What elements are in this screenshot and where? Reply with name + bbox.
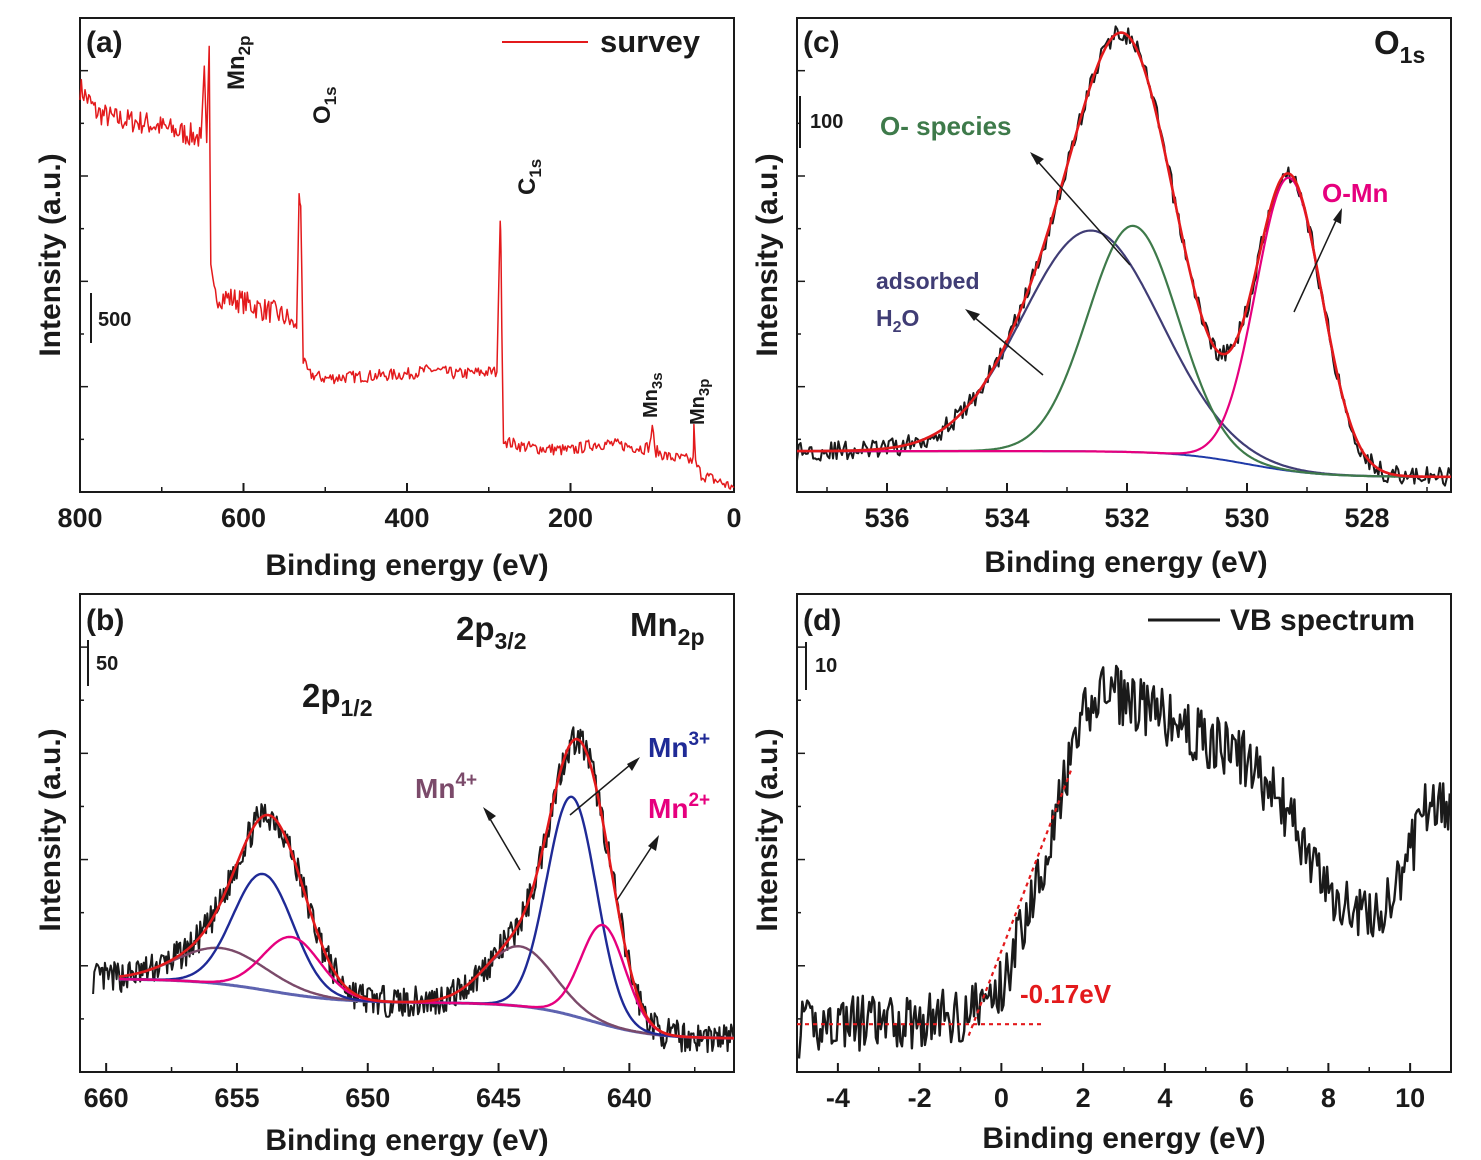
panel-b-mn4-arrowhead — [483, 807, 496, 821]
panel-c-background — [797, 450, 1451, 478]
panel-a-legend-label: survey — [600, 24, 701, 59]
panel-c-h2o-arrow — [967, 311, 1044, 376]
x-tick-label: 650 — [345, 1083, 390, 1113]
panel-b-mn3-label: Mn3+ — [648, 729, 710, 763]
panel-d-legend-label: VB spectrum — [1230, 604, 1415, 637]
panel-b-scale-label: 50 — [96, 653, 118, 675]
panel-b-label: (b) — [86, 604, 124, 637]
panel-a-mn3s-label: Mn3s — [640, 372, 666, 418]
x-tick-label: 528 — [1344, 503, 1389, 533]
x-tick-label: 4 — [1157, 1083, 1172, 1113]
x-tick-label: 800 — [57, 503, 102, 533]
panel-d-frame — [796, 593, 1452, 1073]
panel-c-omn-arrow — [1293, 211, 1341, 313]
panel-d-yticks — [797, 646, 805, 1073]
panel-d: -4 -2 0 2 4 6 8 10 (d) VB spectrum 10 -0.17eV B… — [751, 593, 1452, 1155]
panel-c-label: (c) — [803, 26, 840, 59]
panel-a-frame — [79, 17, 735, 493]
panel-a-o1s-label: O1s — [309, 86, 340, 124]
x-tick-label: 530 — [1224, 503, 1269, 533]
x-tick-label: 400 — [384, 503, 429, 533]
panel-c-h2o-label: H2O — [876, 305, 919, 336]
panel-b-xlabel: Binding energy (eV) — [265, 1124, 548, 1157]
panel-b-component-mn2plus — [119, 923, 734, 1040]
panel-a: 800 600 400 200 0 (a) survey 500 Mn2p O1s C1… — [34, 17, 742, 582]
x-tick-label: 536 — [864, 503, 909, 533]
panel-c-scale-label: 100 — [810, 111, 843, 133]
panel-c-ylabel: Intensity (a.u.) — [751, 153, 784, 356]
panel-c-frame — [796, 17, 1452, 493]
panel-c-adsorbed-label: adsorbed — [876, 268, 980, 294]
panel-d-xticks: -4 -2 0 2 4 6 8 10 — [826, 1063, 1425, 1113]
panel-b-2p12-label: 2p1/2 — [302, 677, 373, 721]
panel-c-h2o-arrowhead — [965, 309, 980, 321]
panel-b-mn4-arrow — [485, 811, 521, 871]
panel-c-title: O1s — [1374, 24, 1425, 68]
x-tick-label: 660 — [84, 1083, 129, 1113]
panel-b-mn3-arrow — [569, 759, 637, 816]
x-tick-label: 532 — [1104, 503, 1149, 533]
panel-a-xticks: 800 600 400 200 0 — [57, 483, 742, 533]
panel-b-curves — [92, 726, 735, 1054]
panel-c-omn-label: O-Mn — [1322, 178, 1388, 208]
x-tick-label: 655 — [214, 1083, 259, 1113]
panel-d-curves — [797, 664, 1451, 1059]
panel-b-mn3-arrowhead — [627, 757, 640, 771]
x-tick-label: -4 — [826, 1083, 850, 1113]
panel-c-fit — [796, 31, 1452, 479]
panel-b: 660 655 650 645 640 (b) Mn2p 50 2p1/2 2p3/2 … — [34, 593, 735, 1157]
panel-b-title: Mn2p — [630, 606, 705, 650]
panel-b-mn2-arrow — [616, 839, 657, 901]
panel-b-2p32-label: 2p3/2 — [456, 610, 527, 654]
panel-b-ylabel: Intensity (a.u.) — [34, 728, 67, 931]
panel-a-c1s-label: C1s — [514, 159, 545, 195]
x-tick-label: -2 — [908, 1083, 932, 1113]
panel-c-ospecies-arrowhead — [1030, 152, 1044, 165]
panel-a-mn3p-label: Mn3p — [687, 379, 713, 425]
x-tick-label: 6 — [1239, 1083, 1254, 1113]
panel-b-mn2-label: Mn2+ — [648, 790, 710, 824]
panel-a-ylabel: Intensity (a.u.) — [34, 153, 67, 356]
x-tick-label: 640 — [607, 1083, 652, 1113]
panel-b-mn2-arrowhead — [648, 835, 659, 851]
x-tick-label: 2 — [1076, 1083, 1091, 1113]
panel-c-component-o-species — [797, 224, 1451, 478]
x-tick-label: 200 — [548, 503, 593, 533]
panel-b-fit — [119, 737, 735, 1040]
panel-c-curves — [796, 25, 1452, 487]
x-tick-label: 600 — [221, 503, 266, 533]
panel-b-mn4-label: Mn4+ — [415, 770, 477, 804]
panel-d-ylabel: Intensity (a.u.) — [751, 728, 784, 931]
panel-b-xticks: 660 655 650 645 640 — [84, 1063, 696, 1113]
x-tick-label: 0 — [994, 1083, 1009, 1113]
panel-a-label: (a) — [86, 26, 123, 59]
panel-d-label: (d) — [803, 604, 841, 637]
x-tick-label: 10 — [1395, 1083, 1425, 1113]
panel-c: 536 534 532 530 528 (c) O1s 100 O- species O… — [751, 17, 1452, 579]
panel-a-yticks — [80, 69, 88, 493]
panel-d-vb-spectrum — [797, 664, 1451, 1059]
panel-a-survey-line — [79, 45, 735, 490]
panel-a-scale-label: 500 — [98, 309, 131, 331]
panel-b-frame — [79, 593, 735, 1073]
x-tick-label: 534 — [984, 503, 1029, 533]
panel-c-ospecies-arrow — [1031, 154, 1131, 266]
panel-b-yticks — [80, 646, 88, 1073]
x-tick-label: 645 — [476, 1083, 521, 1113]
x-tick-label: 0 — [726, 503, 741, 533]
panel-a-mn2p-label: Mn2p — [223, 36, 254, 91]
panel-d-xlabel: Binding energy (eV) — [982, 1122, 1265, 1155]
panel-c-xticks: 536 534 532 530 528 — [826, 483, 1428, 533]
panel-c-ospecies-label: O- species — [880, 111, 1012, 141]
panel-d-fit-annotation: -0.17eV — [1020, 979, 1112, 1009]
panel-c-yticks — [797, 69, 805, 493]
panel-c-xlabel: Binding energy (eV) — [984, 546, 1267, 579]
x-tick-label: 8 — [1321, 1083, 1336, 1113]
panel-d-scale-label: 10 — [815, 655, 837, 677]
panel-a-xlabel: Binding energy (eV) — [265, 549, 548, 582]
panel-c-omn-arrowhead — [1333, 208, 1342, 224]
